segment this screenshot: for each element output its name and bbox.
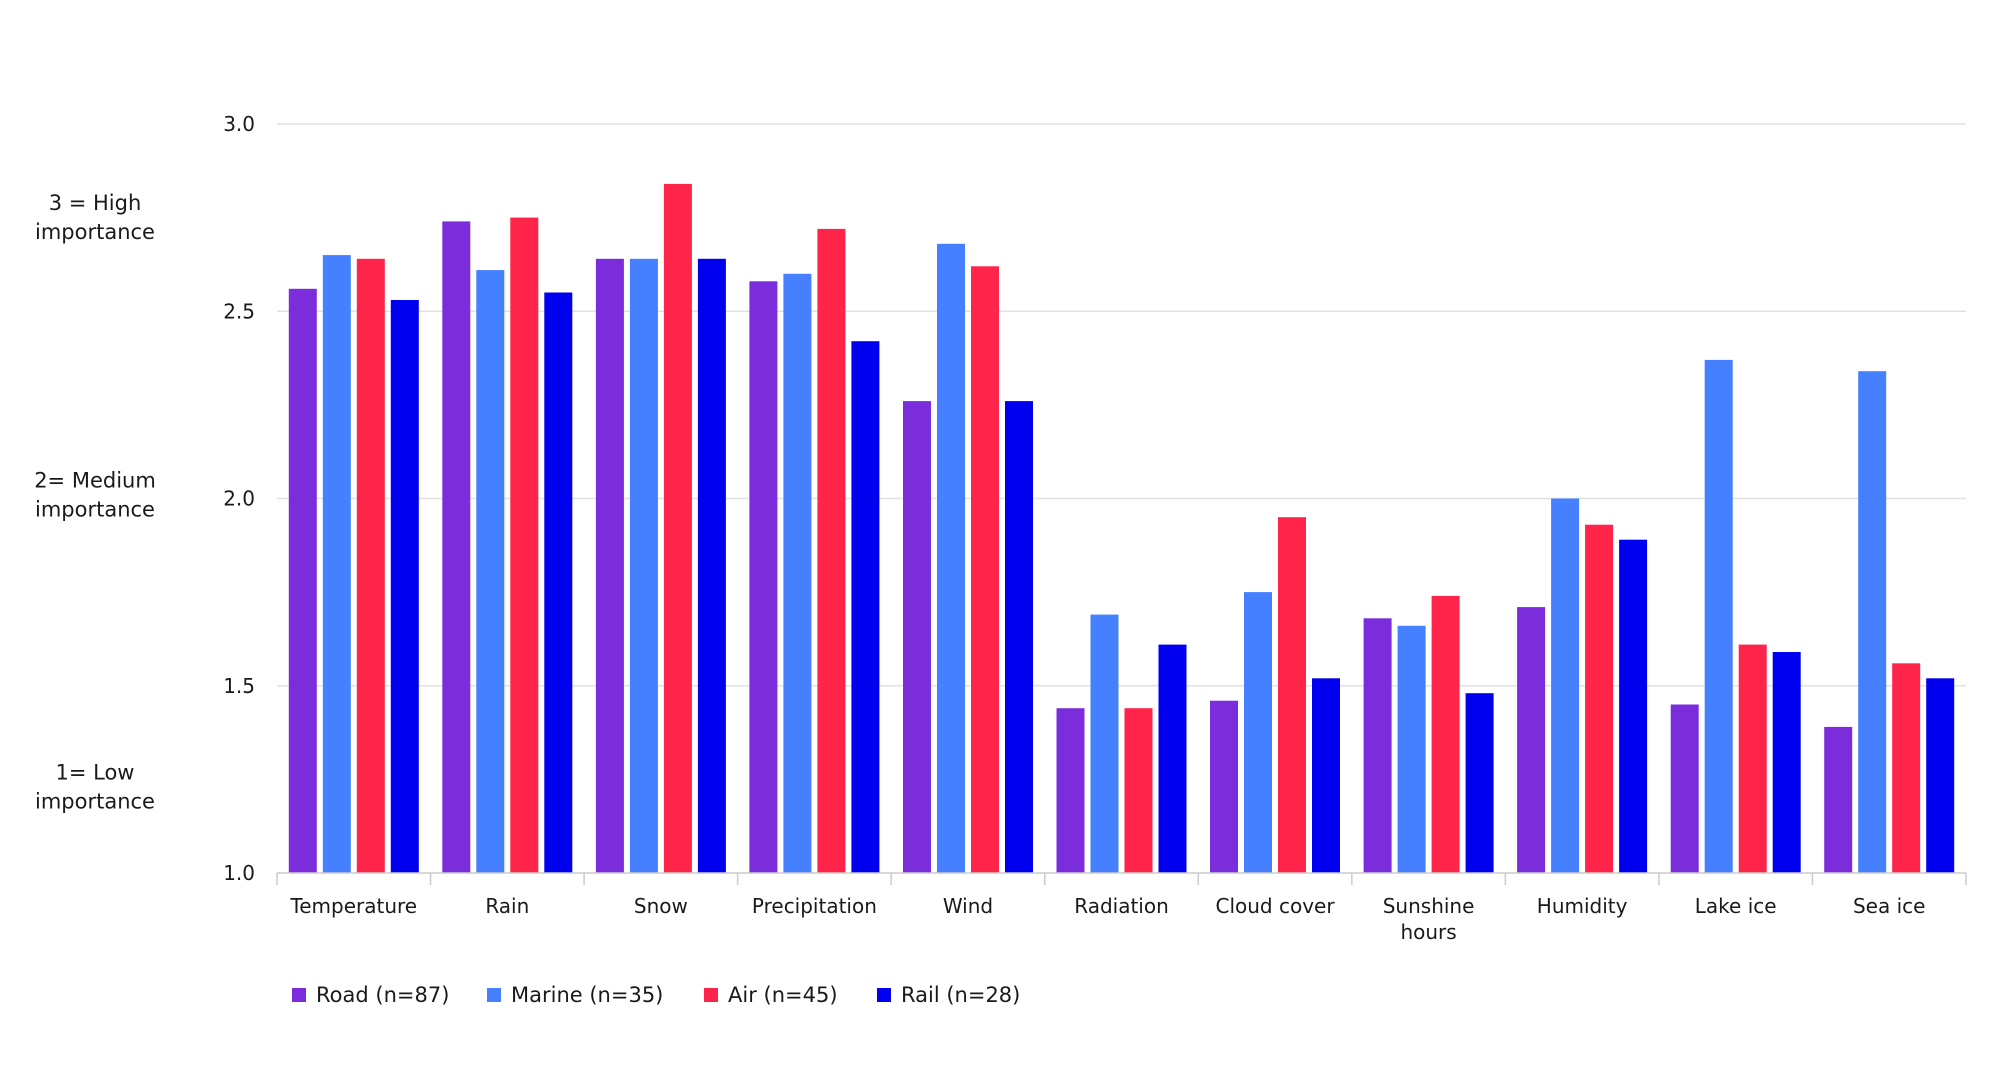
- bar: [544, 292, 573, 873]
- x-tick-label: hours: [1400, 920, 1456, 944]
- bar: [1619, 539, 1648, 873]
- legend: Road (n=87) Marine (n=35) Air (n=45) Rail (…: [292, 983, 1020, 1007]
- bar: [783, 273, 812, 873]
- bar: [510, 217, 539, 874]
- x-tick-label: Sea ice: [1853, 894, 1925, 918]
- bar: [1704, 359, 1733, 873]
- bar: [971, 266, 999, 873]
- bar: [1892, 663, 1921, 873]
- y-tick-label: 1.5: [223, 674, 255, 698]
- bar: [1312, 678, 1340, 873]
- x-tick-label: Radiation: [1074, 894, 1169, 918]
- x-tick-label: Humidity: [1537, 894, 1628, 918]
- bar: [356, 258, 385, 873]
- x-tick-label: Precipitation: [752, 894, 877, 918]
- bar: [476, 270, 505, 874]
- importance-label: importance: [35, 220, 155, 244]
- bar: [1210, 700, 1238, 873]
- x-tick-label: Rain: [485, 894, 529, 918]
- bar: [937, 243, 965, 874]
- bar: [749, 281, 778, 873]
- bar: [1363, 618, 1392, 873]
- bar: [1056, 708, 1085, 873]
- bar: [1772, 652, 1801, 873]
- bar: [1824, 726, 1853, 873]
- bar: [1158, 644, 1187, 873]
- bar: [1465, 693, 1494, 873]
- importance-label: 1= Low: [56, 760, 135, 784]
- y-tick-label: 1.0: [223, 861, 255, 885]
- bar: [1585, 524, 1614, 873]
- bar: [1090, 614, 1119, 873]
- legend-label: Rail (n=28): [901, 983, 1020, 1007]
- legend-swatch: [704, 988, 718, 1002]
- y-tick-label: 2.5: [223, 299, 255, 323]
- bar: [851, 341, 880, 873]
- bar: [288, 288, 317, 873]
- x-tick-label: Snow: [634, 894, 688, 918]
- bar: [390, 300, 419, 873]
- x-tick-label: Temperature: [289, 894, 417, 918]
- y-tick-label: 2.0: [223, 487, 255, 511]
- bar: [1124, 708, 1153, 873]
- legend-label: Air (n=45): [728, 983, 838, 1007]
- legend-swatch: [292, 988, 306, 1002]
- bar: [442, 221, 471, 873]
- bar: [1858, 371, 1887, 873]
- bar: [1244, 592, 1272, 873]
- importance-label: importance: [35, 789, 155, 813]
- x-tick-label: Wind: [943, 894, 993, 918]
- bar: [1551, 498, 1580, 873]
- legend-swatch: [487, 988, 501, 1002]
- bar: [903, 401, 931, 873]
- importance-label: 2= Medium: [34, 468, 156, 492]
- bar: [322, 255, 351, 874]
- y-axis-ticks: 1.0 1.5 2.0 2.5 3.0: [223, 112, 255, 885]
- bar: [1005, 401, 1033, 873]
- bar: [1517, 607, 1546, 873]
- bar: [1278, 517, 1306, 873]
- bar: [595, 258, 624, 873]
- bar: [1926, 678, 1955, 873]
- importance-label: importance: [35, 497, 155, 521]
- importance-labels: 3 = High importance 2= Medium importance 1= …: [34, 191, 156, 813]
- x-axis: Temperature Rain Snow Precipitation Wind Radi…: [276, 872, 1967, 944]
- legend-swatch: [877, 988, 891, 1002]
- x-tick-label: Sunshine: [1383, 894, 1475, 918]
- bar: [629, 258, 658, 873]
- y-tick-label: 3.0: [223, 112, 255, 136]
- x-tick-label: Lake ice: [1695, 894, 1777, 918]
- bar: [817, 228, 846, 873]
- bar: [1397, 625, 1426, 873]
- bar: [1670, 704, 1699, 873]
- importance-label: 3 = High: [49, 191, 142, 215]
- bars: [288, 183, 1955, 874]
- bar: [1431, 595, 1460, 873]
- bar: [1738, 644, 1767, 873]
- bar: [663, 183, 692, 873]
- legend-label: Marine (n=35): [511, 983, 663, 1007]
- x-tick-label: Cloud cover: [1215, 894, 1335, 918]
- bar: [697, 258, 726, 873]
- legend-label: Road (n=87): [316, 983, 449, 1007]
